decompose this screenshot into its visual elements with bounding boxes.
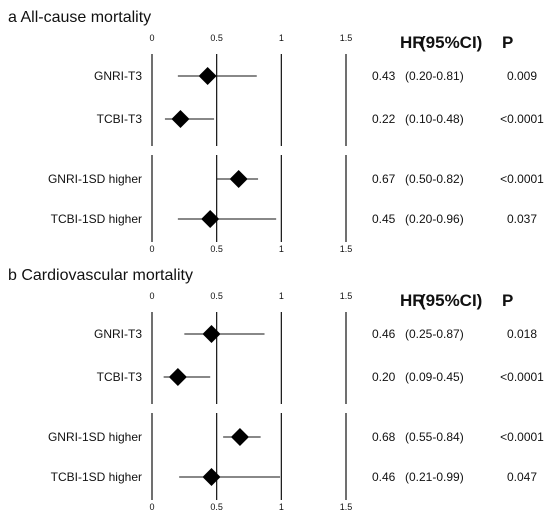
hr-value: 0.20 <box>372 370 396 384</box>
p-value: 0.047 <box>507 470 537 484</box>
hr-value: 0.46 <box>372 327 396 341</box>
hr-point-diamond <box>168 368 187 386</box>
row-label: GNRI-T3 <box>94 69 142 83</box>
hr-value: 0.45 <box>372 212 396 226</box>
x-tick-label-bottom: 1.5 <box>340 244 353 254</box>
ci-value: (0.10-0.48) <box>405 112 464 126</box>
column-header-hr: HR <box>400 33 425 52</box>
row-label: TCBI-T3 <box>97 370 143 384</box>
x-tick-label-top: 1 <box>279 33 284 43</box>
p-value: 0.037 <box>507 212 537 226</box>
panel-title: a All-cause mortality <box>8 9 151 26</box>
x-tick-label-top: 0.5 <box>210 291 223 301</box>
row-label: TCBI-T3 <box>97 112 143 126</box>
column-header-ci: (95%CI) <box>420 291 482 310</box>
hr-point-diamond <box>198 67 217 85</box>
hr-point-diamond <box>171 110 190 128</box>
p-value: <0.0001 <box>500 172 544 186</box>
hr-point-diamond <box>229 170 248 188</box>
p-value: <0.0001 <box>500 112 544 126</box>
column-header-p: P <box>502 33 513 52</box>
ci-value: (0.09-0.45) <box>405 370 464 384</box>
column-header-ci: (95%CI) <box>420 33 482 52</box>
x-tick-label-bottom: 0 <box>149 502 154 512</box>
hr-value: 0.43 <box>372 69 396 83</box>
ci-value: (0.21-0.99) <box>405 470 464 484</box>
x-tick-label-top: 0 <box>149 291 154 301</box>
p-value: 0.009 <box>507 69 537 83</box>
x-tick-label-bottom: 1 <box>279 502 284 512</box>
hr-point-diamond <box>202 325 221 343</box>
column-header-hr: HR <box>400 291 425 310</box>
x-tick-label-top: 1 <box>279 291 284 301</box>
hr-point-diamond <box>201 210 220 228</box>
panel-title: b Cardiovascular mortality <box>8 267 193 284</box>
hr-point-diamond <box>202 468 221 486</box>
hr-value: 0.46 <box>372 470 396 484</box>
hr-value: 0.22 <box>372 112 396 126</box>
x-tick-label-bottom: 0.5 <box>210 502 223 512</box>
ci-value: (0.50-0.82) <box>405 172 464 186</box>
hr-point-diamond <box>230 428 249 446</box>
x-tick-label-top: 1.5 <box>340 33 353 43</box>
x-tick-label-bottom: 0.5 <box>210 244 223 254</box>
ci-value: (0.55-0.84) <box>405 430 464 444</box>
column-header-p: P <box>502 291 513 310</box>
ci-value: (0.25-0.87) <box>405 327 464 341</box>
p-value: <0.0001 <box>500 430 544 444</box>
ci-value: (0.20-0.96) <box>405 212 464 226</box>
ci-value: (0.20-0.81) <box>405 69 464 83</box>
row-label: GNRI-1SD higher <box>48 430 142 444</box>
row-label: GNRI-T3 <box>94 327 142 341</box>
hr-value: 0.67 <box>372 172 396 186</box>
x-tick-label-top: 0.5 <box>210 33 223 43</box>
x-tick-label-bottom: 0 <box>149 244 154 254</box>
hr-value: 0.68 <box>372 430 396 444</box>
row-label: TCBI-1SD higher <box>51 212 142 226</box>
row-label: GNRI-1SD higher <box>48 172 142 186</box>
x-tick-label-bottom: 1.5 <box>340 502 353 512</box>
p-value: 0.018 <box>507 327 537 341</box>
p-value: <0.0001 <box>500 370 544 384</box>
x-tick-label-top: 0 <box>149 33 154 43</box>
x-tick-label-bottom: 1 <box>279 244 284 254</box>
row-label: TCBI-1SD higher <box>51 470 142 484</box>
x-tick-label-top: 1.5 <box>340 291 353 301</box>
